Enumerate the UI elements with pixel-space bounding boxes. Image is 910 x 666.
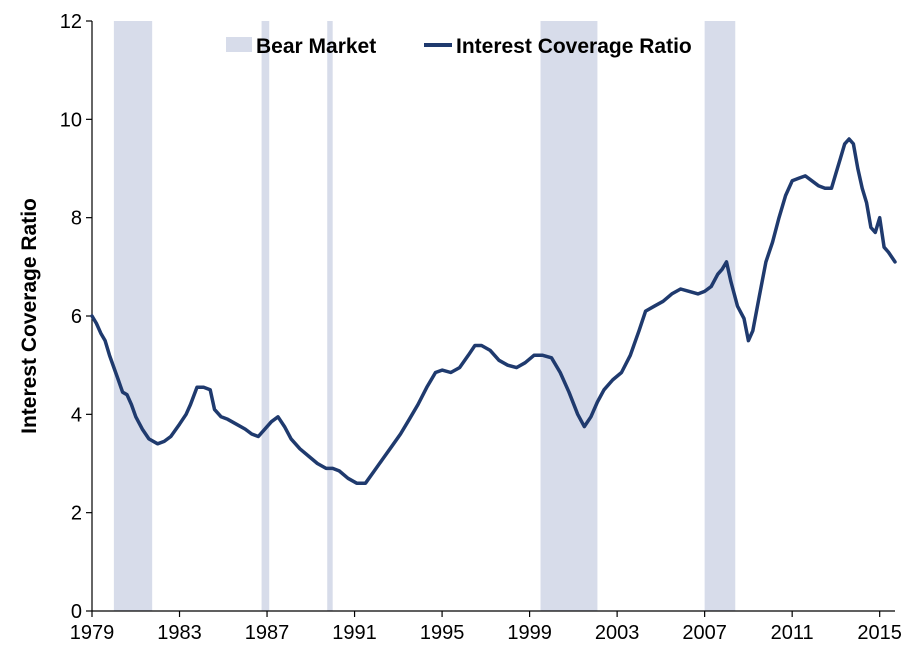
legend: Bear Market Interest Coverage Ratio (226, 35, 692, 58)
bear-market-band-3 (327, 21, 333, 611)
y-tick-label: 0 (71, 601, 82, 623)
x-tick-label: 1999 (507, 622, 552, 644)
x-tick-label: 2003 (595, 622, 640, 644)
legend-swatch-bear-market (226, 37, 252, 52)
y-tick-label: 4 (71, 404, 82, 426)
bear-market-band-5 (704, 21, 736, 611)
x-tick-label: 1987 (245, 622, 290, 644)
bear-market-band-2 (261, 21, 270, 611)
y-tick-label: 6 (71, 306, 82, 328)
bear-market-band-4 (540, 21, 598, 611)
y-tick-label: 8 (71, 208, 82, 230)
legend-label-bear-market: Bear Market (256, 35, 376, 58)
legend-label-interest-coverage: Interest Coverage Ratio (456, 35, 692, 58)
bear-market-bands (113, 21, 736, 611)
x-tick-label: 2011 (771, 622, 814, 644)
axes (86, 20, 895, 617)
x-tick-label: 2007 (682, 622, 727, 644)
series-line-interest-coverage-ratio (90, 137, 897, 485)
x-tick-label: 1983 (157, 622, 202, 644)
x-tick-label: 1991 (332, 622, 377, 644)
tick-labels: 0 2 4 6 8 10 12 1979 1983 1987 1991 1995 1999 2003 200… (60, 11, 902, 644)
x-tick-label: 1979 (70, 622, 115, 644)
y-tick-label: 12 (60, 11, 82, 33)
bear-market-band-1 (113, 21, 153, 611)
y-axis-title: Interest Coverage Ratio (18, 198, 41, 434)
x-tick-label: 2015 (857, 622, 902, 644)
y-tick-label: 2 (71, 503, 82, 525)
x-tick-label: 1995 (420, 622, 465, 644)
series-lines (90, 137, 897, 485)
y-tick-label: 10 (60, 109, 82, 131)
